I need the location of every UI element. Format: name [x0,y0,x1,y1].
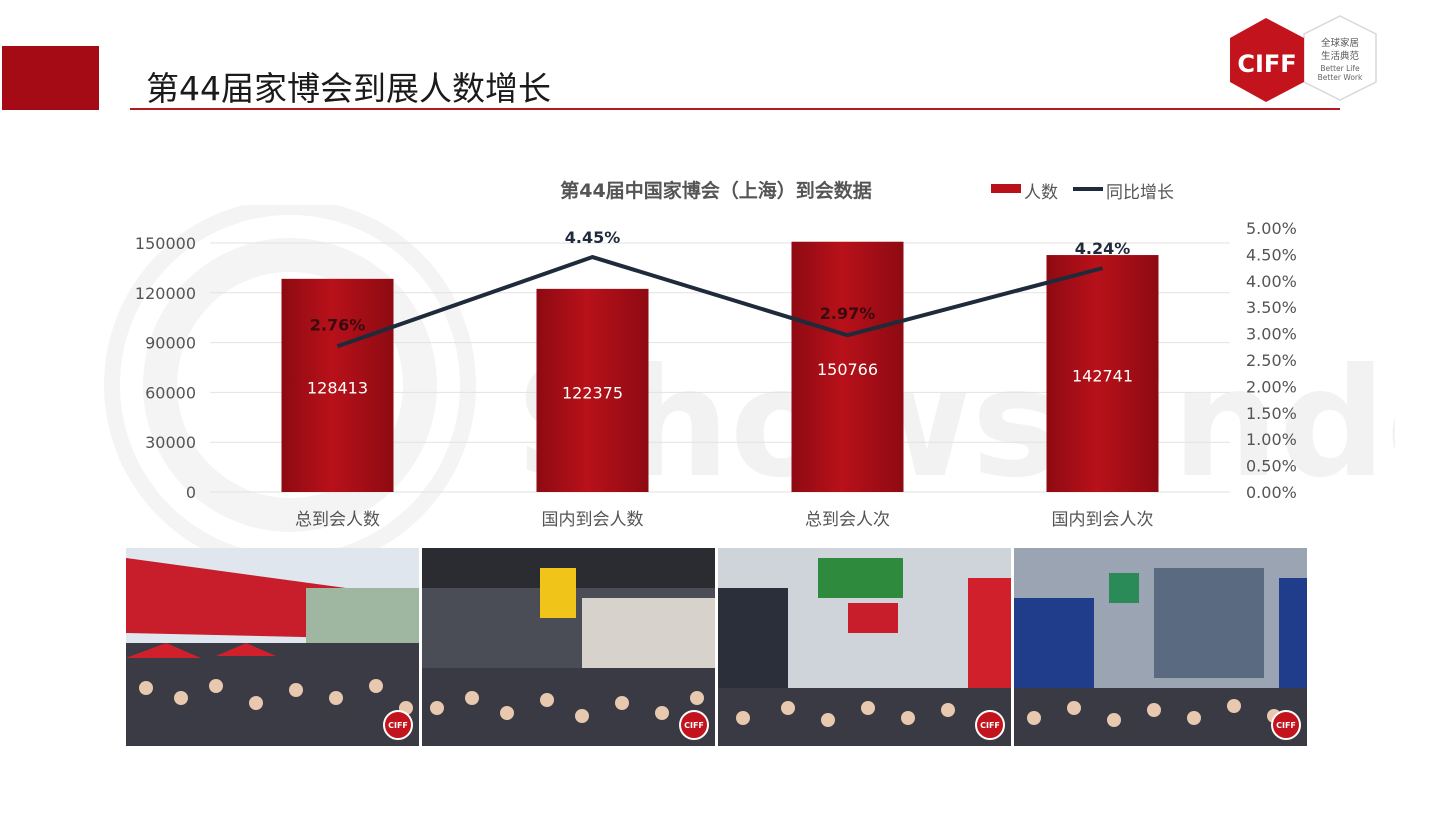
x-tick-label: 总到会人次 [805,510,890,530]
logo-tagline-en-2: Better Work [1318,73,1363,82]
legend-bar-label: 人数 [1024,183,1058,203]
growth-point-label: 4.24% [1075,239,1131,258]
bar-value-label: 150766 [817,360,878,379]
y-axis-left: 0 30000 60000 90000 120000 150000 [135,234,196,502]
growth-line-series: 2.76% 4.45% 2.97% 4.24% [310,228,1131,349]
y2-tick-label: 2.50% [1246,351,1297,370]
logo-hexagon-white [1303,15,1377,101]
logo-tagline-en-1: Better Life [1320,64,1360,73]
chart-title: 第44届中国家博会（上海）到会数据 [560,179,871,202]
legend-line-label: 同比增长 [1106,183,1174,203]
logo-tagline-cn-1: 全球家居 [1321,37,1359,49]
ciff-badge-icon: CIFF [679,710,709,740]
bar [536,288,649,492]
y-axis-right: 0.00% 0.50% 1.00% 1.50% 2.00% 2.50% 3.00% 3.50%… [1246,219,1297,502]
ciff-badge-icon: CIFF [1271,710,1301,740]
y2-tick-label: 1.50% [1246,404,1297,423]
ciff-badge-icon: CIFF [975,710,1005,740]
bar-value-label: 128413 [307,378,368,397]
ciff-badge-icon: CIFF [383,710,413,740]
y2-tick-label: 4.50% [1246,245,1297,264]
page-title: 第44届家博会到展人数增长 [146,69,551,108]
ciff-logo: CIFF 全球家居 生活典范 Better Life Better Work [1230,15,1377,102]
logo-text: CIFF [1237,50,1296,78]
growth-line [336,255,1104,349]
photo-hall-4-1: CIFF [422,548,715,746]
y2-tick-label: 0.50% [1246,457,1297,476]
bar-value-label: 142741 [1072,367,1133,386]
logo-hexagon-red [1230,18,1304,102]
photo-hall-6-1: CIFF [718,548,1011,746]
photo-entrance: CIFF [126,548,419,746]
photo-strip: CIFF CIFF CIFF [126,548,1307,746]
title-underline [130,108,1340,110]
y2-tick-label: 3.50% [1246,298,1297,317]
bar [281,278,394,492]
y-tick-label: 120000 [135,284,196,303]
y-tick-label: 60000 [145,383,196,402]
bar-value-label: 122375 [562,383,623,402]
growth-point-label: 2.76% [310,315,366,334]
x-tick-label: 国内到会人数 [542,510,644,530]
y2-tick-label: 0.00% [1246,483,1297,502]
bar-series: 128413 122375 150766 142741 [281,241,1159,492]
bar [1046,255,1159,492]
x-axis-labels: 总到会人数 国内到会人数 总到会人次 国内到会人次 [295,510,1154,530]
y-tick-label: 90000 [145,334,196,353]
chart-legend: 人数 同比增长 [991,183,1174,203]
legend-bar-swatch [991,184,1021,193]
logo-tagline-cn-2: 生活典范 [1321,50,1360,62]
y2-tick-label: 3.00% [1246,325,1297,344]
y2-tick-label: 1.00% [1246,430,1297,449]
x-tick-label: 总到会人数 [295,510,380,530]
accent-block [2,46,99,110]
growth-point-label: 4.45% [565,228,621,247]
x-tick-label: 国内到会人次 [1052,510,1154,530]
y2-tick-label: 5.00% [1246,219,1297,238]
y2-tick-label: 2.00% [1246,377,1297,396]
y-tick-label: 30000 [145,433,196,452]
y-tick-label: 150000 [135,234,196,253]
growth-point-label: 2.97% [820,304,876,323]
bar [791,241,904,492]
y2-tick-label: 4.00% [1246,272,1297,291]
photo-hall-7-1: CIFF [1014,548,1307,746]
y-tick-label: 0 [186,483,196,502]
